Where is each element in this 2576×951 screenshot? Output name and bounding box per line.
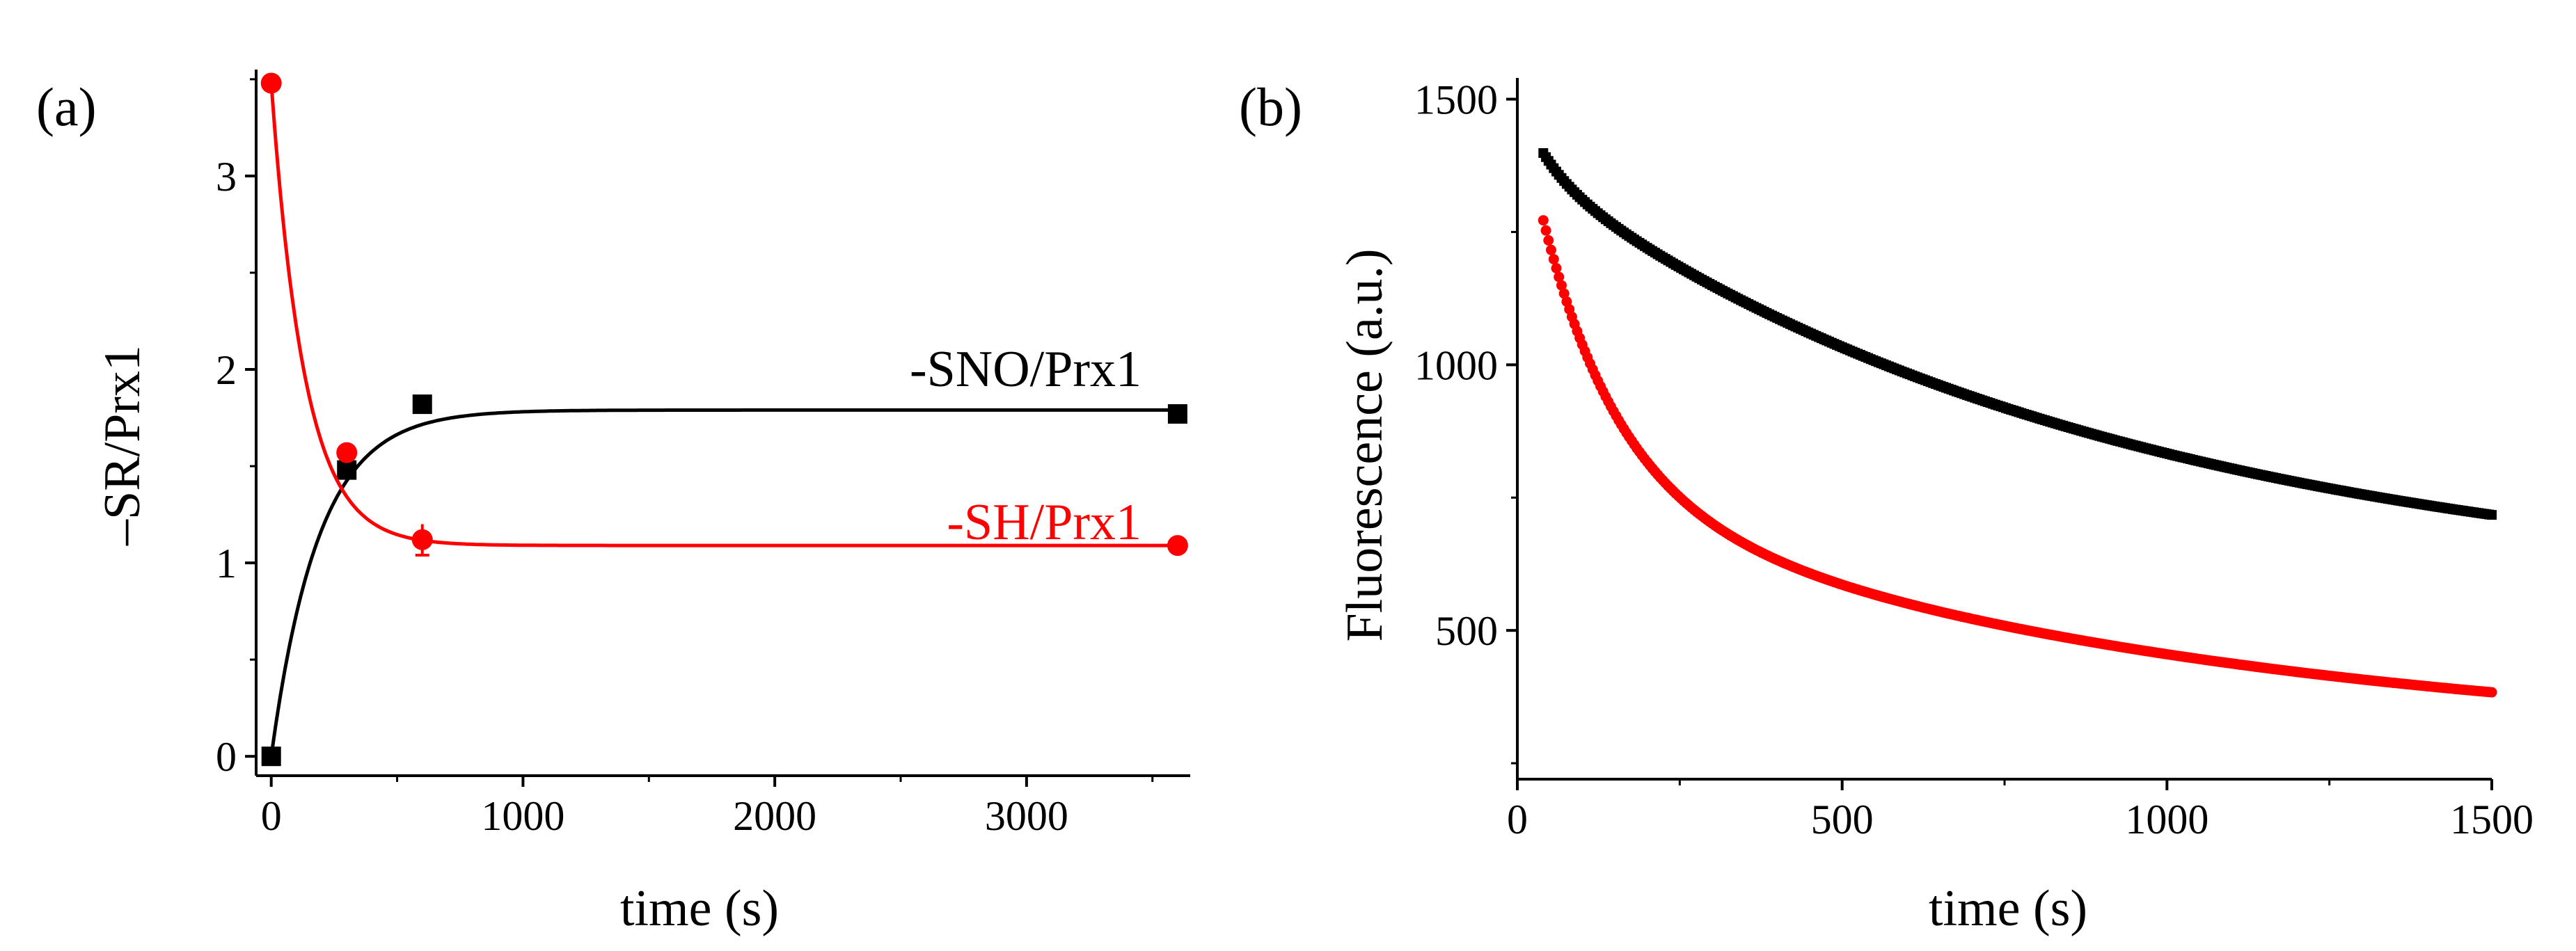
- panel-a-series-sh-fit-line: [269, 83, 1178, 548]
- panel-b-series-red-point: [1540, 225, 1551, 236]
- panel-b-y-tick-label: 1500: [1414, 77, 1498, 123]
- panel-a-series-sh-point: [336, 442, 358, 463]
- panel-b-chart: (b) 0 500 1000 1500 500 1000 1500 time (s) Flu…: [1239, 77, 2534, 937]
- panel-a-series-sno-fit-line: [269, 408, 1178, 757]
- panel-b-series-red-point: [1548, 254, 1559, 265]
- panel-b-series-black-point: [2487, 510, 2497, 520]
- panel-a-x-tick-label: 0: [261, 793, 282, 839]
- panel-b-y-tick-label: 500: [1435, 608, 1498, 654]
- panel-a-y-tick-label: 1: [216, 541, 237, 586]
- panel-a-y-tick-label: 0: [216, 734, 237, 780]
- panel-a-series-label-sh: -SH/Prx1: [947, 494, 1141, 551]
- panel-a-x-axis-label: time (s): [620, 880, 779, 937]
- panel-b-y-tick-label: 1000: [1414, 342, 1498, 388]
- panel-b-series-black: [1538, 148, 2497, 520]
- panel-b-x-tick-label: 1000: [2125, 797, 2208, 842]
- panel-a-plot-area: 0 1000 2000 3000 0 1 2 3: [216, 70, 1190, 839]
- panel-a-series-sno-point: [1167, 403, 1187, 424]
- panel-a-y-axis-label: –SR/Prx1: [94, 345, 151, 546]
- panel-b-plot-area: 0 500 1000 1500 500 1000 1500: [1414, 77, 2534, 842]
- panel-a-x-tick-label: 1000: [481, 793, 564, 839]
- panel-a-series-sno-point: [261, 746, 281, 767]
- panel-a-series-label-sno: -SNO/Prx1: [910, 341, 1141, 398]
- panel-b-series-red-point: [1554, 271, 1565, 282]
- panel-b-y-axis-label: Fluorescence (a.u.): [1336, 248, 1393, 641]
- panel-b-series-red-point: [1546, 244, 1556, 255]
- panel-a-label: (a): [36, 77, 97, 137]
- panel-b-x-tick-label: 500: [1811, 797, 1874, 842]
- panel-a-y-tick-label: 3: [216, 154, 237, 200]
- panel-b-series-red-point: [2486, 687, 2497, 698]
- panel-b-series-red: [1538, 215, 2497, 698]
- panel-b-x-tick-label: 0: [1507, 797, 1528, 842]
- panel-a-x-tick-label: 3000: [985, 793, 1068, 839]
- panel-b-series-red-point: [1538, 215, 1549, 226]
- panel-a-series-sno-point: [337, 460, 357, 480]
- panel-a-y-tick-label: 2: [216, 347, 237, 393]
- panel-a-x-tick-label: 2000: [733, 793, 816, 839]
- panel-b-label: (b): [1239, 77, 1302, 137]
- panel-b-series-red-point: [1543, 235, 1554, 246]
- panel-b-x-axis-label: time (s): [1929, 880, 2087, 937]
- panel-a-series-sno-point: [412, 394, 432, 415]
- panel-a-series-sh-point: [260, 72, 282, 94]
- panel-b-series-red-point: [1558, 288, 1570, 299]
- panel-b-series-red-point: [1556, 280, 1567, 291]
- panel-b-series-red-point: [1551, 263, 1562, 273]
- panel-a-series-sh-point: [1167, 535, 1188, 557]
- panel-b-x-tick-label: 1500: [2450, 797, 2534, 842]
